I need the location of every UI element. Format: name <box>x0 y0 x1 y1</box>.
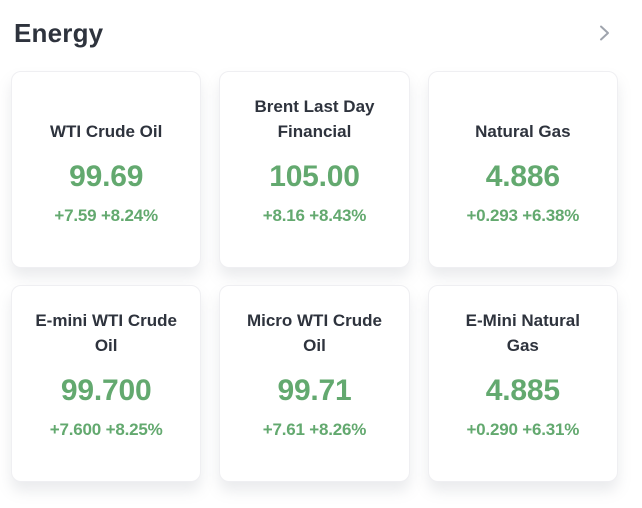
instrument-name: WTI Crude Oil <box>49 122 163 141</box>
quote-card-natural-gas[interactable]: Natural Gas 4.886 +0.293 +6.38% <box>427 71 618 268</box>
last-price: 99.700 <box>60 374 152 407</box>
instrument-name: E-Mini Natural Gas <box>465 311 580 355</box>
last-price: 99.71 <box>277 374 352 407</box>
quote-card-wti-crude-oil[interactable]: WTI Crude Oil 99.69 +7.59 +8.24% <box>11 71 202 268</box>
quote-card-grid: WTI Crude Oil 99.69 +7.59 +8.24% Brent L… <box>0 71 642 482</box>
instrument-name: E-mini WTI Crude Oil <box>35 311 177 355</box>
chevron-right-icon[interactable] <box>592 21 616 45</box>
instrument-name: Natural Gas <box>475 122 571 141</box>
section-title: Energy <box>14 18 104 48</box>
price-change: +7.600 +8.25% <box>49 420 163 439</box>
quote-card-brent-last-day-financial[interactable]: Brent Last Day Financial 105.00 +8.16 +8… <box>219 71 410 268</box>
quote-card-emini-natural-gas[interactable]: E-Mini Natural Gas 4.885 +0.290 +6.31% <box>427 285 618 482</box>
price-change: +7.59 +8.24% <box>54 206 158 225</box>
price-change: +0.290 +6.31% <box>466 420 580 439</box>
price-change: +0.293 +6.38% <box>466 206 580 225</box>
instrument-name: Micro WTI Crude Oil <box>246 311 383 355</box>
last-price: 4.886 <box>485 160 560 193</box>
price-change: +8.16 +8.43% <box>262 206 367 225</box>
last-price: 4.885 <box>485 374 560 407</box>
instrument-name: Brent Last Day Financial <box>254 97 375 141</box>
price-change: +7.61 +8.26% <box>262 420 367 439</box>
quote-card-emini-wti-crude-oil[interactable]: E-mini WTI Crude Oil 99.700 +7.600 +8.25… <box>11 285 202 482</box>
last-price: 99.69 <box>69 160 144 193</box>
quote-card-micro-wti-crude-oil[interactable]: Micro WTI Crude Oil 99.71 +7.61 +8.26% <box>219 285 410 482</box>
section-header: Energy <box>0 0 642 51</box>
last-price: 105.00 <box>269 160 360 193</box>
